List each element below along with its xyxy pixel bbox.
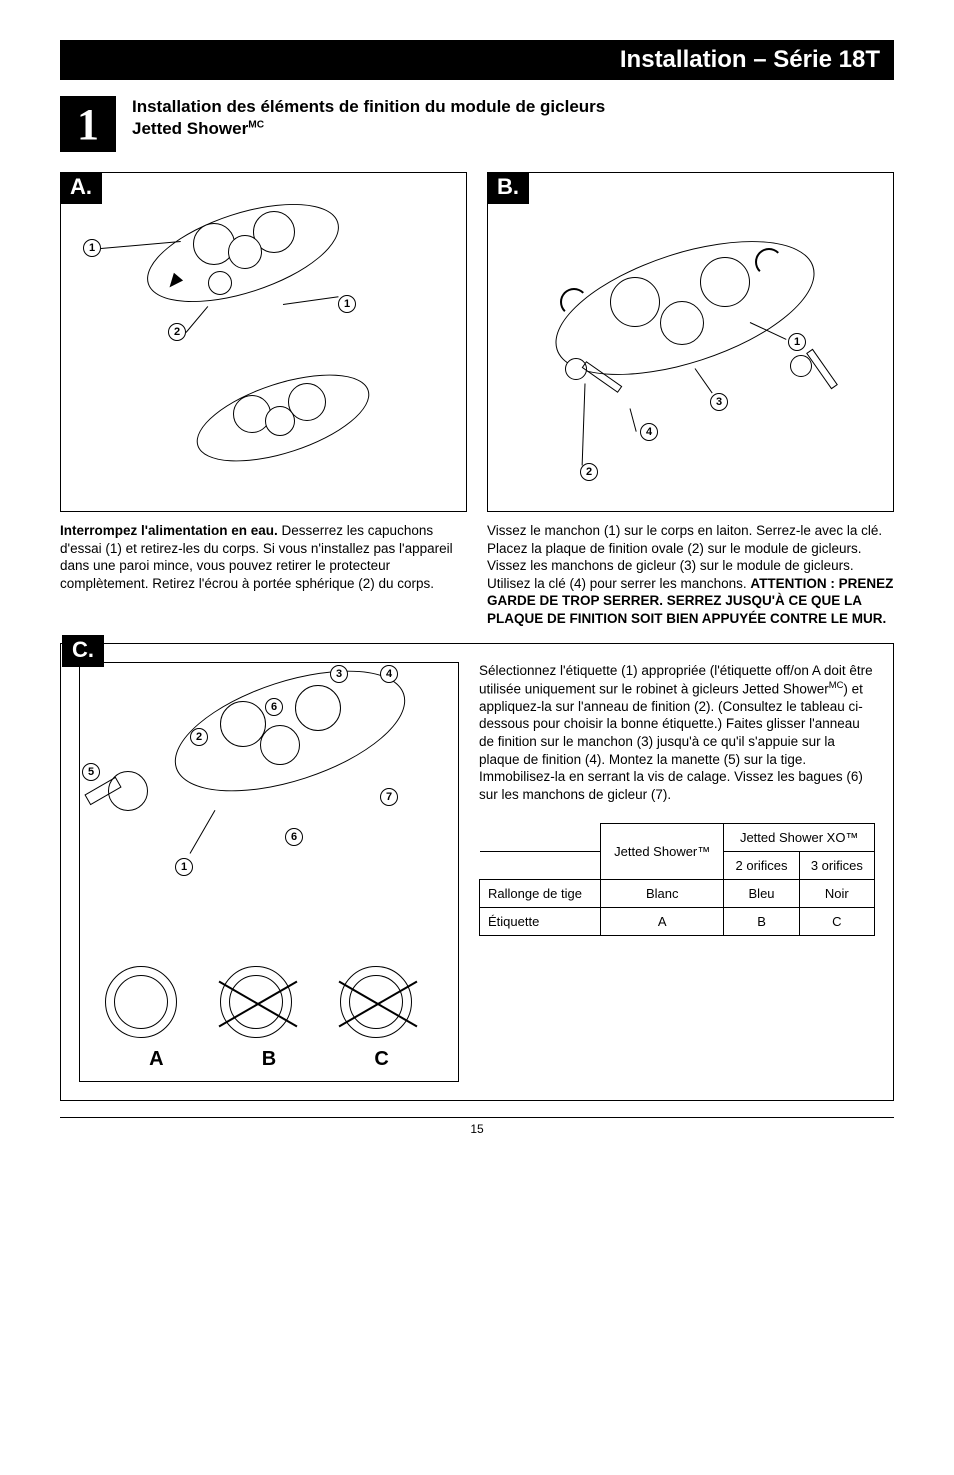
callout-c-7: 7 [380, 788, 398, 806]
table-row: Jetted Shower™ Jetted Shower XO™ [480, 824, 875, 852]
panel-a-label: A. [60, 172, 102, 204]
callout-c-1: 1 [175, 858, 193, 876]
callout-c-6b: 6 [285, 828, 303, 846]
illustration-a: 1 1 2 [73, 203, 454, 499]
panel-b: B. 1 3 4 2 [487, 172, 894, 512]
callout-c-4: 4 [380, 665, 398, 683]
table-row: Étiquette A B C [480, 908, 875, 936]
text-c-post: ) et appliquez-la sur l'anneau de finiti… [479, 681, 863, 801]
panel-a: A. 1 1 2 [60, 172, 467, 512]
callout-a-1a: 1 [83, 239, 101, 257]
page-header-bar: Installation – Série 18T [60, 40, 894, 80]
text-c: Sélectionnez l'étiquette (1) appropriée … [479, 662, 875, 803]
step-title-line1: Installation des éléments de finition du… [132, 97, 605, 116]
step-title: Installation des éléments de finition du… [132, 96, 605, 140]
step-title-line2-pre: Jetted Shower [132, 119, 248, 138]
cell: Noir [799, 880, 874, 908]
cell: Bleu [724, 880, 799, 908]
th-jetted-shower: Jetted Shower™ [601, 824, 724, 880]
step-title-sup: MC [248, 119, 264, 130]
label-a: A [149, 1048, 163, 1071]
table-row: Rallonge de tige Blanc Bleu Noir [480, 880, 875, 908]
panel-c-outer: C. 3 4 6 2 5 7 6 1 [60, 643, 894, 1101]
callout-b-2: 2 [580, 463, 598, 481]
text-c-sup: MC [829, 680, 844, 691]
callout-b-3: 3 [710, 393, 728, 411]
panel-b-label: B. [487, 172, 529, 204]
th-3-orifices: 3 orifices [799, 852, 874, 880]
callout-b-4: 4 [640, 423, 658, 441]
cell: Blanc [601, 880, 724, 908]
th-jetted-shower-xo: Jetted Shower XO™ [724, 824, 875, 852]
callout-a-2: 2 [168, 323, 186, 341]
label-c: C [374, 1048, 388, 1071]
step-number: 1 [60, 96, 116, 152]
row-rallonge-label: Rallonge de tige [480, 880, 601, 908]
col-a: A. 1 1 2 In [60, 172, 467, 627]
callout-b-1: 1 [788, 333, 806, 351]
text-c-pre: Sélectionnez l'étiquette (1) appropriée … [479, 663, 873, 696]
row-etiquette-label: Étiquette [480, 908, 601, 936]
col-b: B. 1 3 4 2 [487, 172, 894, 627]
cell: A [601, 908, 724, 936]
panel-c: C. 3 4 6 2 5 7 6 1 [79, 662, 459, 1082]
row-ab: A. 1 1 2 In [60, 172, 894, 627]
text-a: Interrompez l'alimentation en eau. Desse… [60, 522, 467, 592]
text-a-bold: Interrompez l'alimentation en eau. [60, 523, 278, 538]
cell: B [724, 908, 799, 936]
cell: C [799, 908, 874, 936]
label-b: B [262, 1048, 276, 1071]
callout-c-5: 5 [82, 763, 100, 781]
page-number: 15 [60, 1117, 894, 1136]
callout-a-1b: 1 [338, 295, 356, 313]
panel-c-label: C. [62, 635, 104, 667]
text-b: Vissez le manchon (1) sur le corps en la… [487, 522, 894, 627]
step-header: 1 Installation des éléments de finition … [60, 96, 894, 152]
th-2-orifices: 2 orifices [724, 852, 799, 880]
illustration-b: 1 3 4 2 [500, 203, 881, 499]
spec-table: Jetted Shower™ Jetted Shower XO™ 2 orifi… [479, 823, 875, 936]
panel-c-text-col: Sélectionnez l'étiquette (1) appropriée … [479, 662, 875, 1082]
abc-row: A B C [100, 1048, 438, 1071]
